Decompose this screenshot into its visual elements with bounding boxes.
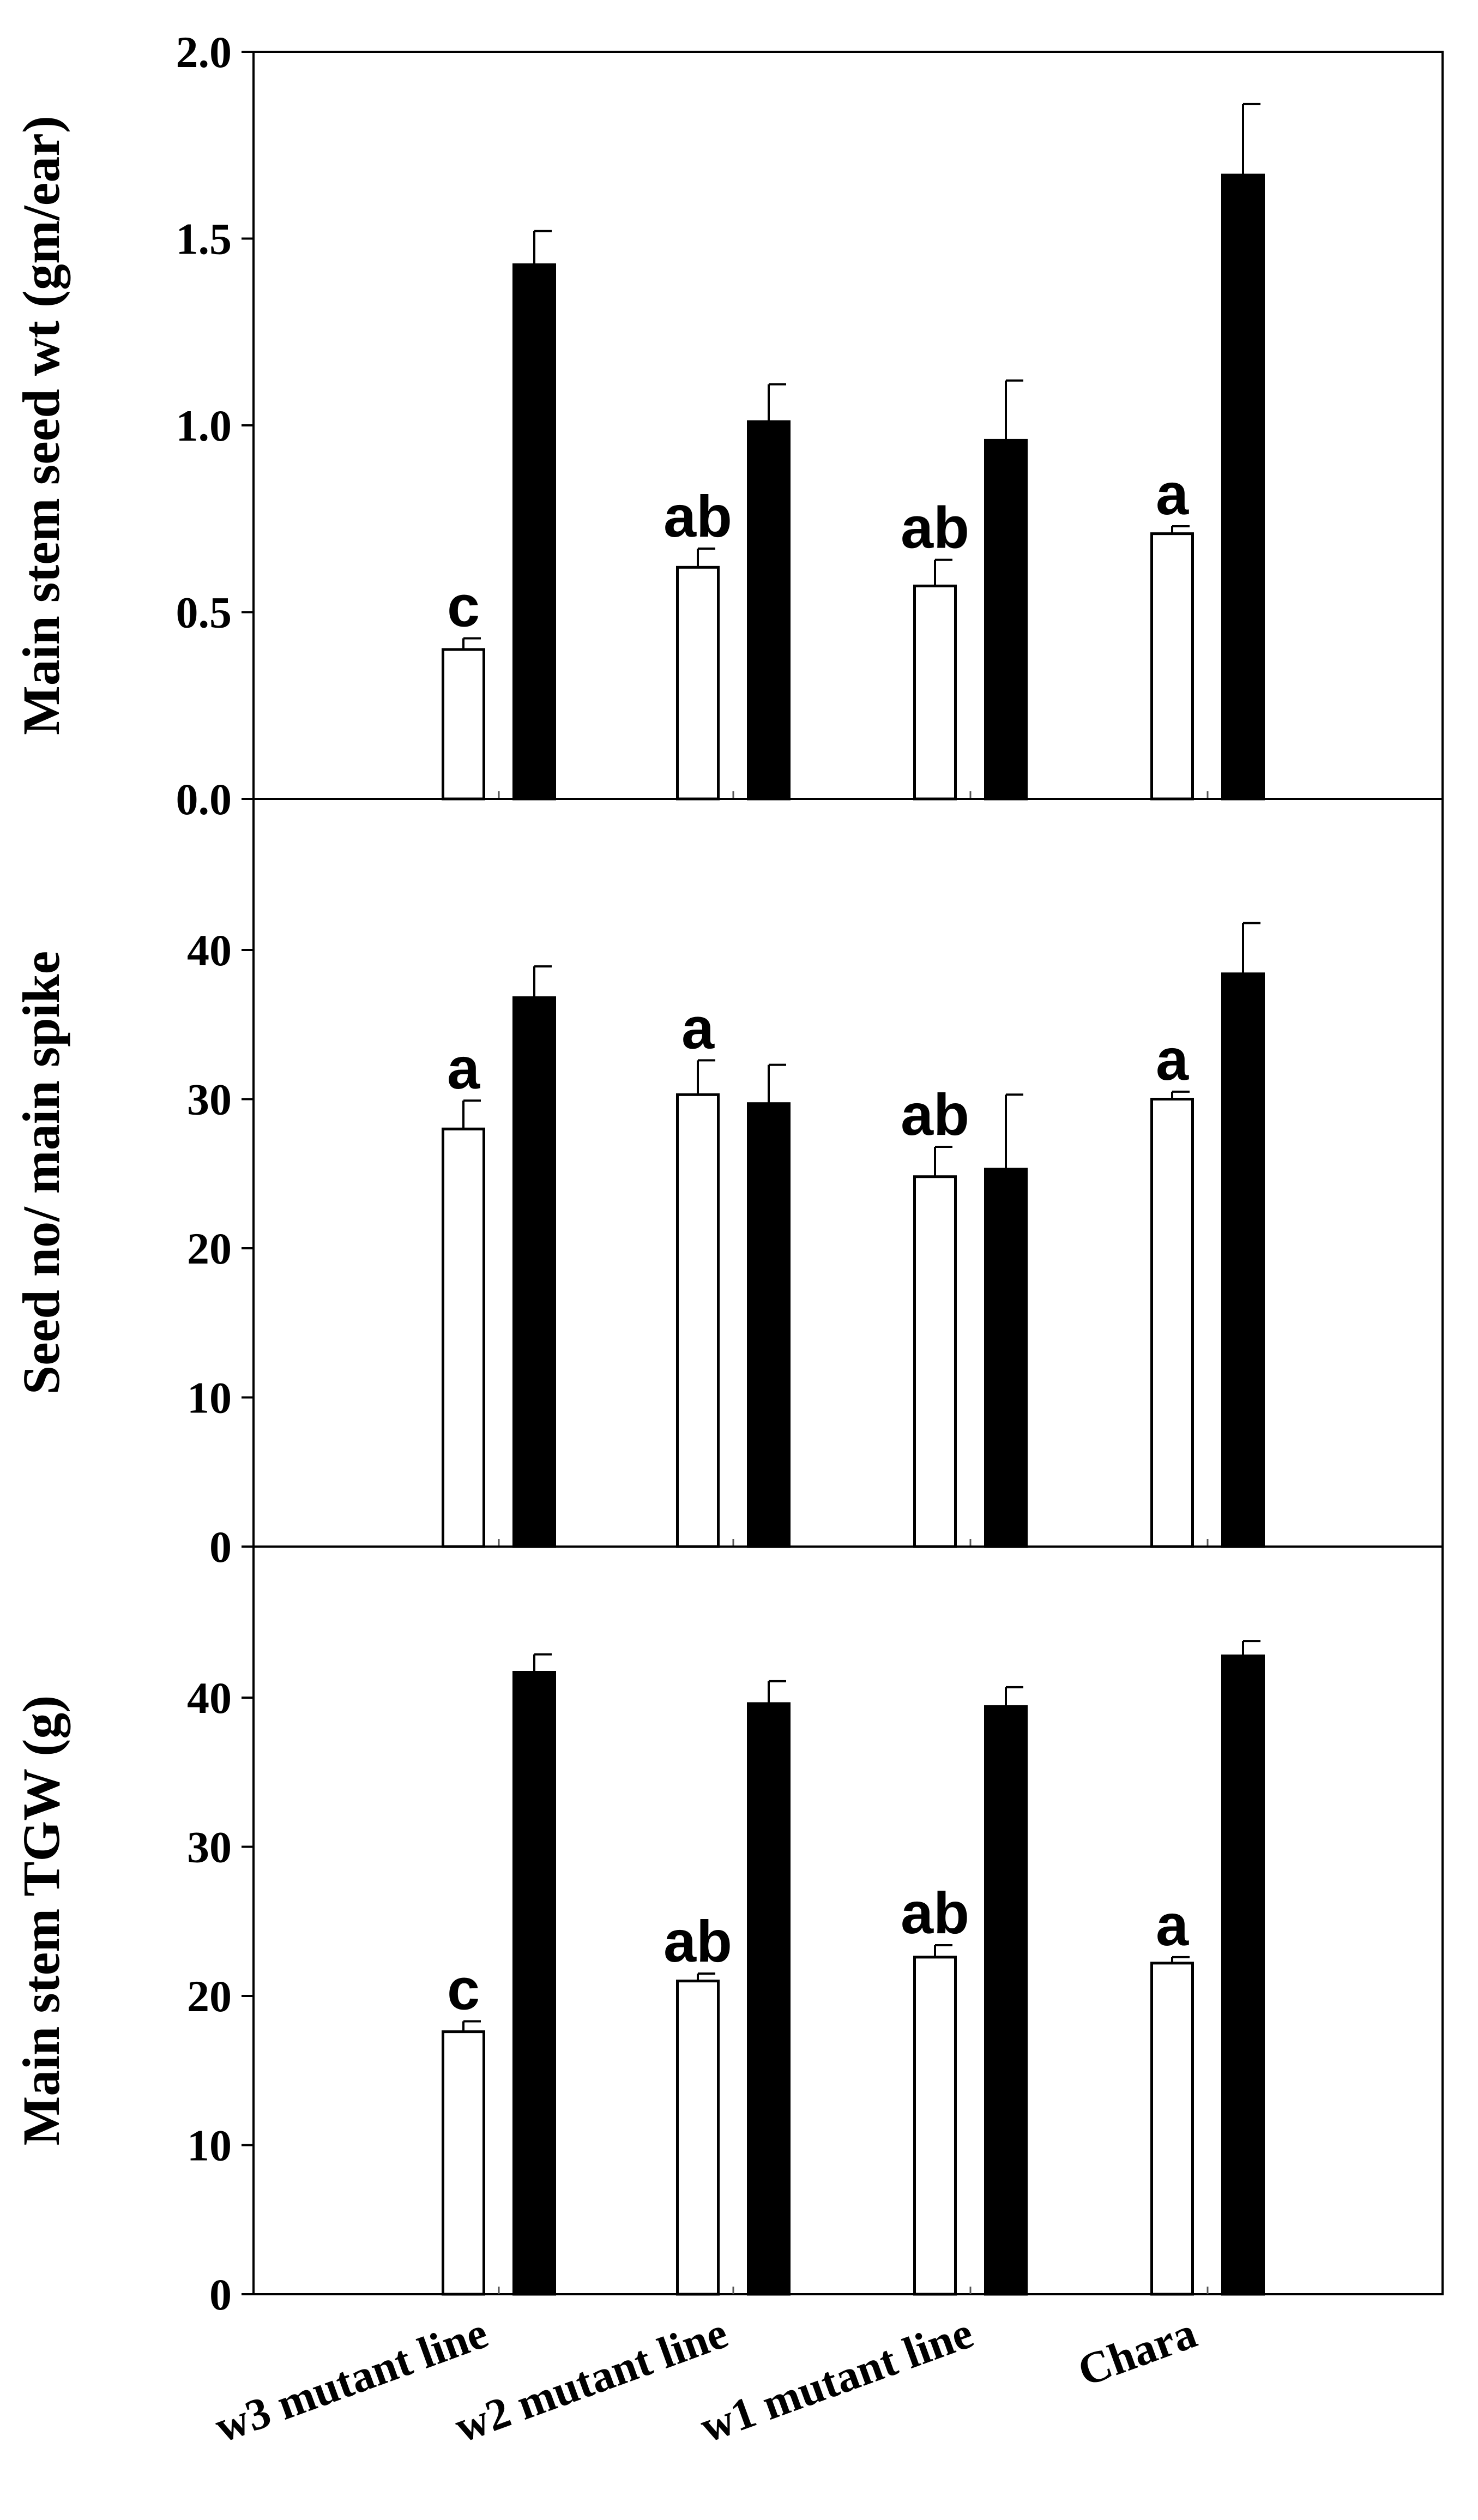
bar-open	[676, 566, 720, 801]
y-tick-label: 40	[187, 925, 232, 975]
bar-open	[442, 2030, 485, 2296]
category-label: w3 mutant line	[209, 2307, 494, 2452]
significance-label: a	[681, 995, 715, 1061]
y-tick-label: 0	[209, 2270, 232, 2319]
y-tick-label: 20	[187, 1971, 232, 2021]
significance-label: a	[1156, 1892, 1189, 1958]
bar-filled	[747, 1702, 791, 2296]
y-tick-label: 10	[187, 2121, 232, 2170]
y-axis-label: Main stem TGW (g)	[12, 1695, 70, 2146]
bar-filled	[1221, 173, 1265, 801]
bar-filled	[747, 1102, 791, 1548]
y-tick-label: 1.5	[176, 214, 232, 264]
bar-open	[676, 1980, 720, 2296]
bar-open	[442, 648, 485, 801]
bar-open	[913, 1956, 957, 2296]
significance-label: a	[1156, 1026, 1189, 1092]
significance-label: ab	[901, 1081, 969, 1147]
y-tick-label: 0.5	[176, 588, 232, 637]
y-tick-label: 1.0	[176, 401, 232, 450]
y-tick-label: 0	[209, 1522, 232, 1572]
panel-3: 0 10 20 30 40 Main stem TGW (g) c ab ab a	[12, 1545, 1444, 2319]
bar-open	[913, 585, 957, 801]
bar-filled	[984, 1168, 1028, 1548]
panel-frame	[252, 1545, 1444, 2295]
bar-filled	[512, 1671, 556, 2296]
category-label: w2 mutant line	[449, 2307, 734, 2452]
bar-open	[1150, 1962, 1194, 2296]
bar-open	[1150, 1098, 1194, 1548]
y-tick-label: 40	[187, 1673, 232, 1723]
category-label: Chara	[1071, 2307, 1203, 2396]
significance-label: c	[447, 573, 480, 639]
bar-filled	[1221, 1654, 1265, 2296]
bar-filled	[747, 420, 791, 801]
significance-label: c	[447, 1956, 480, 2022]
significance-label: a	[447, 1035, 480, 1101]
significance-label: a	[1156, 461, 1189, 527]
panel-1: 0.0 0.5 1.0 1.5 2.0 Main stem seed wt (gm/ear…	[12, 27, 1444, 824]
y-axis-label: Seed no/ main spike	[12, 951, 70, 1395]
panel-2: 0 10 20 30 40 Seed no/ main spike a a ab a	[12, 798, 1444, 1572]
y-axis-label: Main stem seed wt (gm/ear)	[12, 116, 70, 735]
bar-open	[1150, 532, 1194, 801]
bar-filled	[512, 996, 556, 1548]
bar-filled	[984, 438, 1028, 801]
y-tick-label: 30	[187, 1823, 232, 1872]
significance-label: ab	[901, 1880, 969, 1946]
significance-label: ab	[663, 1908, 732, 1974]
y-tick-label: 20	[187, 1224, 232, 1273]
bar-filled	[512, 263, 556, 801]
bar-filled	[984, 1705, 1028, 2296]
bar-filled	[1221, 972, 1265, 1548]
bar-open	[913, 1175, 957, 1548]
y-tick-label: 0.0	[176, 774, 232, 824]
significance-label: ab	[901, 495, 969, 561]
category-label: w1 mutant line	[694, 2307, 979, 2452]
y-tick-label: 30	[187, 1075, 232, 1124]
significance-label: ab	[663, 483, 732, 549]
bar-open	[676, 1093, 720, 1548]
bar-open	[442, 1127, 485, 1548]
y-tick-label: 2.0	[176, 27, 232, 77]
y-tick-label: 10	[187, 1373, 232, 1423]
